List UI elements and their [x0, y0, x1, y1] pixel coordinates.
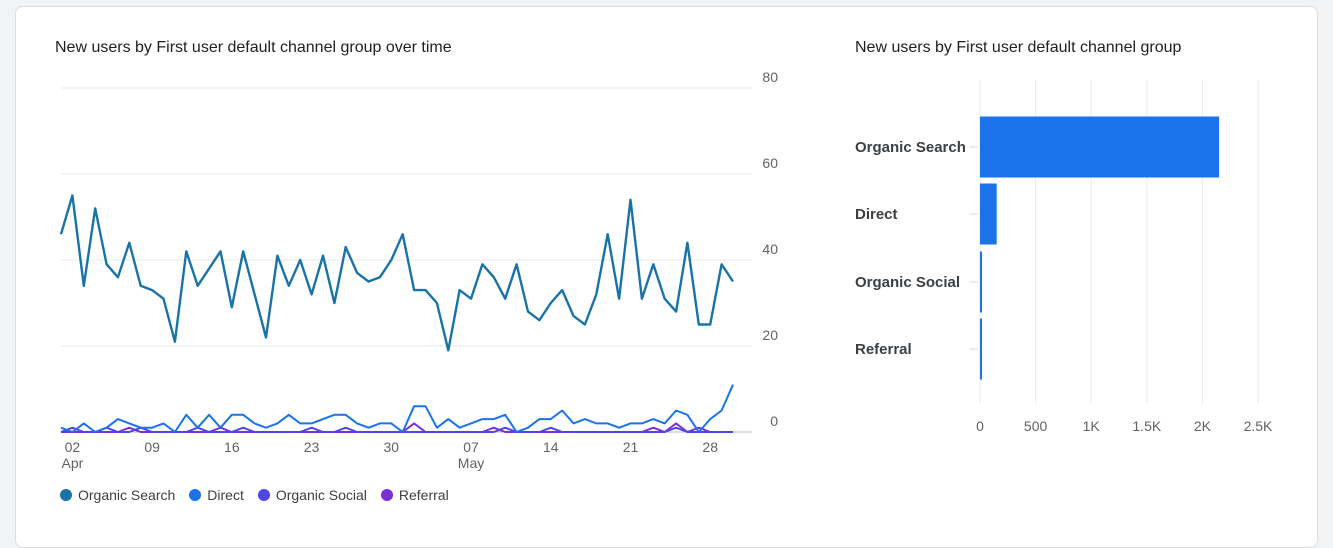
- legend-label: Organic Social: [275, 487, 367, 503]
- series-line-direct[interactable]: [60, 384, 734, 433]
- y-tick-label: 40: [762, 241, 778, 257]
- legend-item-referral[interactable]: Referral: [380, 487, 449, 503]
- legend-label: Organic Search: [78, 487, 176, 503]
- legend-dot: [380, 489, 393, 501]
- y-tick-label: 0: [770, 413, 778, 429]
- legend-label: Referral: [398, 487, 449, 503]
- bar-chart-title: New users by First user default channel …: [855, 39, 1182, 56]
- x-tick-label: 2K: [1194, 418, 1212, 434]
- x-tick-label: 2.5K: [1244, 418, 1273, 434]
- x-tick-label: 23: [304, 439, 320, 455]
- x-tick-label: 14: [543, 439, 559, 455]
- y-tick-label: 60: [762, 155, 778, 171]
- series-line-organic-social[interactable]: [60, 426, 733, 433]
- x-tick-label: 16: [224, 439, 240, 455]
- line-chart-title: New users by First user default channel …: [55, 39, 452, 56]
- x-tick-sublabel: Apr: [61, 455, 83, 471]
- series-line-organic-search[interactable]: [59, 194, 735, 352]
- legend-dot: [189, 489, 202, 501]
- x-tick-label: 30: [384, 439, 400, 455]
- bar-organic-search[interactable]: [980, 116, 1220, 178]
- x-tick-label: 09: [144, 439, 160, 455]
- x-tick-label: 07: [463, 439, 479, 455]
- x-tick-label: 02: [65, 439, 81, 455]
- bar-category-label: Organic Search: [855, 139, 966, 156]
- y-tick-label: 20: [762, 327, 778, 343]
- legend-item-direct[interactable]: Direct: [189, 487, 244, 503]
- x-tick-label: 28: [702, 439, 718, 455]
- line-chart-legend: Organic Search Direct Organic Social Referr…: [60, 487, 449, 503]
- legend-item-organic-search[interactable]: Organic Search: [60, 487, 175, 503]
- x-tick-label: 21: [623, 439, 639, 455]
- legend-item-organic-social[interactable]: Organic Social: [257, 487, 367, 503]
- bar-organic-social[interactable]: [980, 251, 982, 313]
- legend-dot: [257, 489, 270, 501]
- x-tick-label: 1.5K: [1132, 418, 1161, 434]
- x-tick-sublabel: May: [458, 455, 484, 471]
- x-tick-label: 0: [976, 418, 984, 434]
- bar-category-label: Direct: [855, 206, 898, 223]
- bar-direct[interactable]: [980, 183, 997, 245]
- x-tick-label: 500: [1024, 418, 1048, 434]
- bar-chart[interactable]: 0 500 1K 1.5K 2K 2.5K Organic Search Direct Orga…: [850, 70, 1310, 470]
- y-tick-label: 80: [762, 70, 778, 85]
- bar-category-label: Referral: [855, 341, 912, 358]
- legend-dot: [60, 489, 72, 501]
- legend-label: Direct: [207, 487, 244, 503]
- report-card: [15, 6, 1318, 548]
- x-tick-label: 1K: [1083, 418, 1101, 434]
- bar-category-label: Organic Social: [855, 274, 960, 291]
- bar-referral[interactable]: [980, 318, 982, 380]
